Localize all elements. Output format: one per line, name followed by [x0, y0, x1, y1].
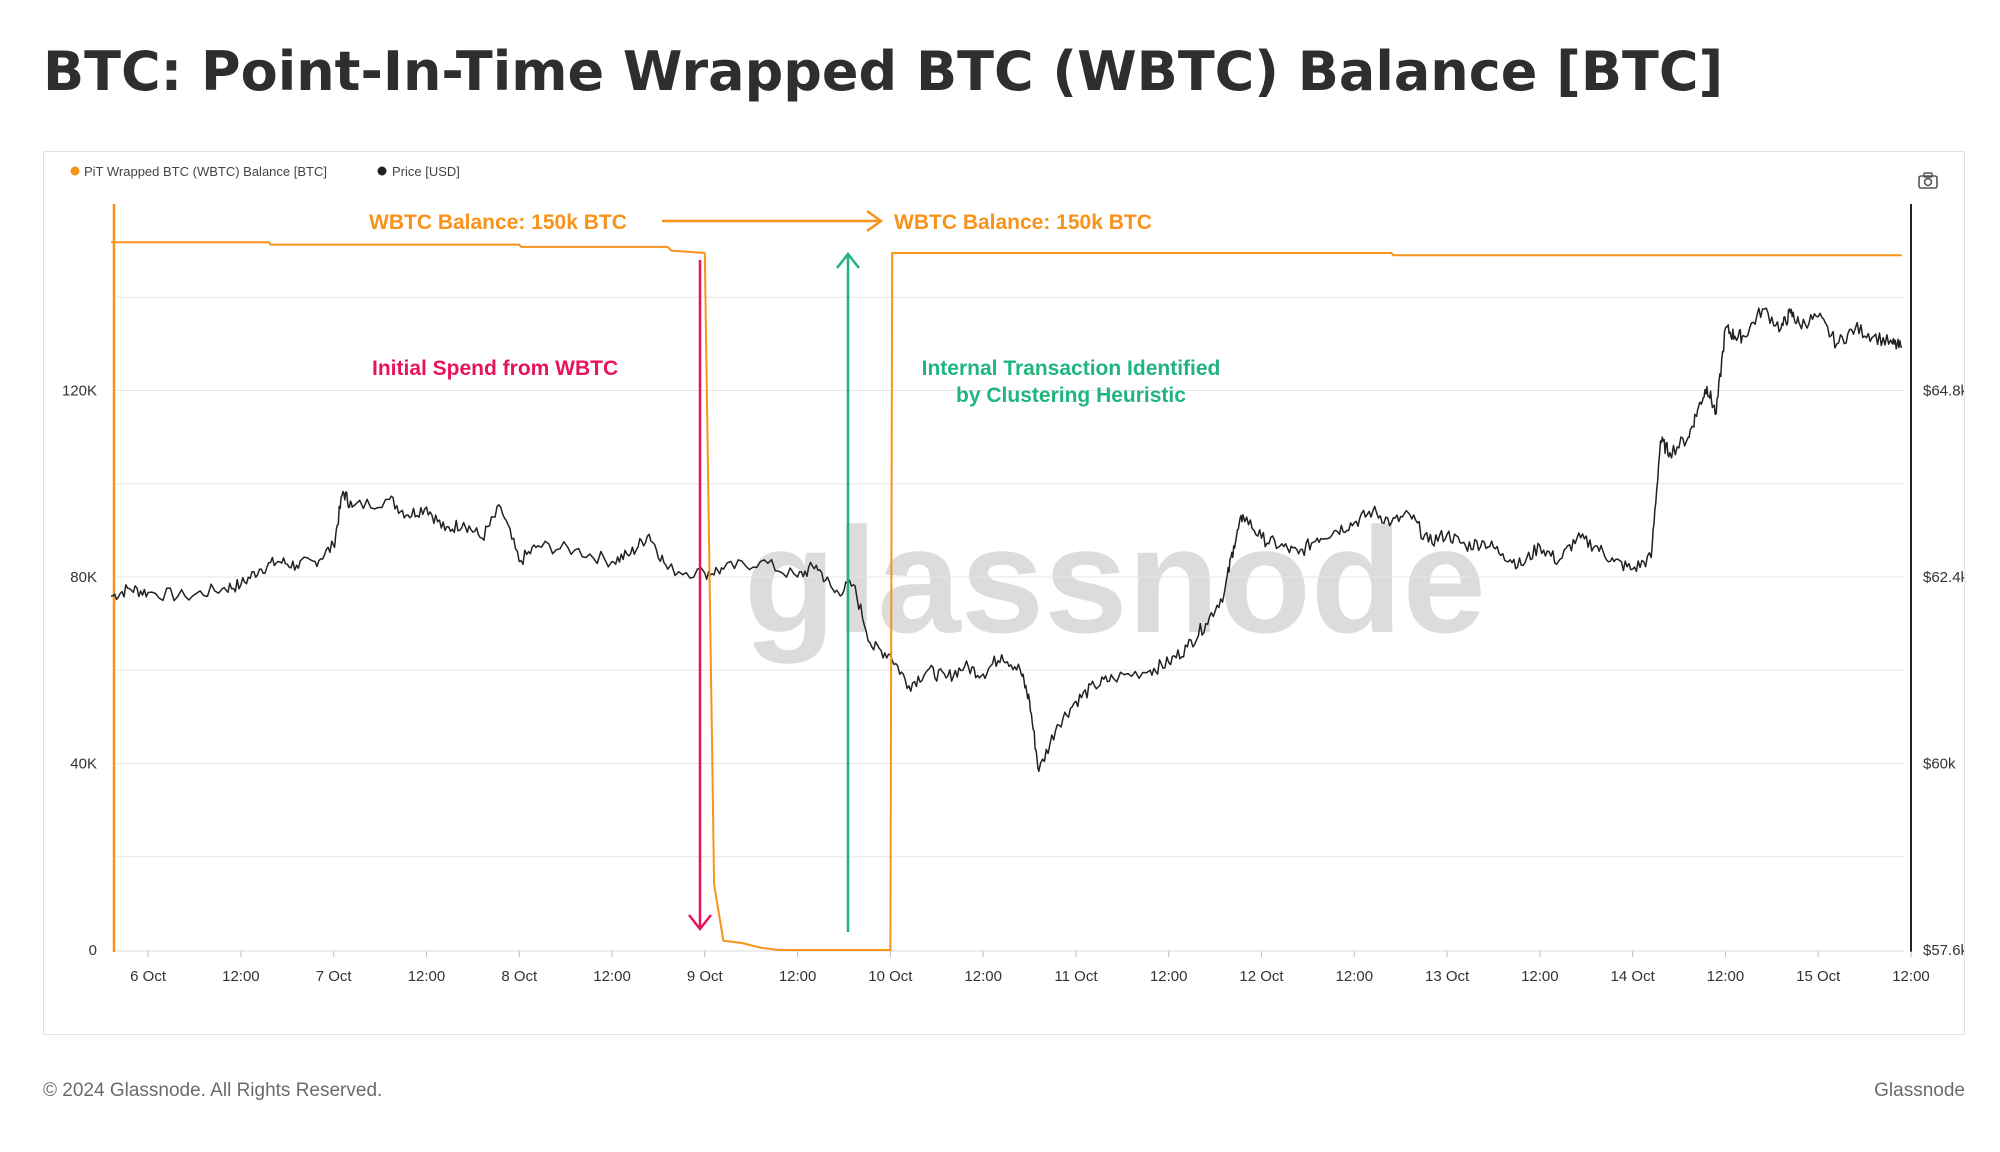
x-tick-label: 15 Oct [1796, 968, 1841, 985]
x-tick-label: 12:00 [1892, 968, 1930, 985]
x-tick-label: 12:00 [222, 968, 260, 985]
x-tick-label: 12:00 [964, 968, 1002, 985]
annotation-balance-left: WBTC Balance: 150k BTC [369, 211, 627, 234]
y-left-tick-label: 0 [89, 942, 97, 959]
series [110, 241, 1903, 951]
legend-balance-dot [70, 166, 80, 176]
x-tick-label: 12:00 [779, 968, 817, 985]
x-tick-label: 12:00 [1707, 968, 1745, 985]
annotation-internal-line1: Internal Transaction Identified [922, 357, 1221, 380]
legend: PiT Wrapped BTC (WBTC) Balance [BTC] Pri… [70, 164, 460, 179]
annotations: WBTC Balance: 150k BTC WBTC Balance: 150… [369, 209, 1221, 932]
annotation-internal-arrow-head [836, 251, 860, 269]
y-right-tick-label: $57.6k [1923, 942, 1964, 959]
x-tick-label: 6 Oct [130, 968, 167, 985]
grid [116, 296, 1904, 858]
x-tick-label: 11 Oct [1054, 968, 1098, 985]
balance-series-line [111, 241, 1902, 951]
x-tick-label: 10 Oct [868, 968, 913, 985]
x-tick-label: 12:00 [1336, 968, 1374, 985]
x-tick-label: 9 Oct [687, 968, 724, 985]
y-left-tick-label: 40K [70, 756, 97, 773]
annotation-spend-arrow-head [688, 914, 712, 932]
annotation-internal-line2: by Clustering Heuristic [956, 384, 1186, 407]
y-left-tick-label: 80K [70, 569, 97, 586]
y-right-tick-label: $64.8k [1923, 383, 1964, 400]
chart: PiT Wrapped BTC (WBTC) Balance [BTC] Pri… [62, 164, 1964, 985]
x-tick-label: 12 Oct [1239, 968, 1284, 985]
legend-price-dot [377, 166, 387, 176]
page-title: BTC: Point-In-Time Wrapped BTC (WBTC) Ba… [43, 40, 1724, 103]
y-right-tick-label: $60k [1923, 756, 1956, 773]
x-tick-label: 14 Oct [1611, 968, 1656, 985]
axes: 0 40K 80K 120K $57.6k $60k $62.4k $64.8k 6 Oct 12… [62, 204, 1964, 985]
legend-price-label[interactable]: Price [USD] [392, 164, 460, 179]
camera-icon[interactable] [1918, 172, 1938, 189]
x-tick-label: 8 Oct [501, 968, 538, 985]
y-left-tick-label: 120K [62, 383, 97, 400]
annotation-arrow-right-head [866, 209, 884, 233]
brand-link[interactable]: Glassnode [1874, 1080, 1965, 1101]
legend-balance-label[interactable]: PiT Wrapped BTC (WBTC) Balance [BTC] [84, 164, 327, 179]
y-right-tick-label: $62.4k [1923, 569, 1964, 586]
copyright: © 2024 Glassnode. All Rights Reserved. [43, 1080, 383, 1101]
x-tick-label: 13 Oct [1425, 968, 1470, 985]
x-tick-label: 12:00 [408, 968, 446, 985]
annotation-initial-spend: Initial Spend from WBTC [372, 357, 618, 380]
annotation-balance-right: WBTC Balance: 150k BTC [894, 211, 1152, 234]
x-tick-label: 12:00 [593, 968, 631, 985]
x-tick-label: 7 Oct [316, 968, 353, 985]
watermark: glassnode [744, 496, 1486, 664]
chart-panel: PiT Wrapped BTC (WBTC) Balance [BTC] Pri… [43, 151, 1965, 1035]
price-series-line [110, 307, 1903, 773]
x-tick-label: 12:00 [1521, 968, 1559, 985]
x-tick-label: 12:00 [1150, 968, 1188, 985]
